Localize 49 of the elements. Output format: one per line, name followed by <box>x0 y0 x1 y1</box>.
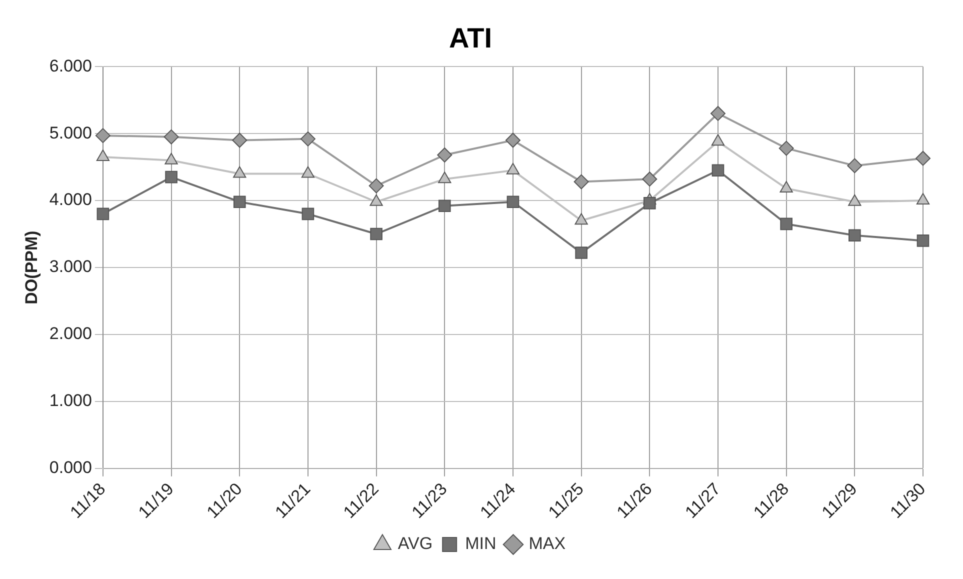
point <box>370 194 383 206</box>
point <box>96 208 110 220</box>
point <box>437 147 452 162</box>
point <box>574 174 589 190</box>
point <box>301 166 315 178</box>
point <box>642 172 658 187</box>
point <box>847 158 862 174</box>
y-tick-label: 4.000 <box>49 190 92 210</box>
point <box>165 170 178 184</box>
point <box>778 140 794 156</box>
y-axis-title: DO(PPM) <box>22 230 41 304</box>
point <box>438 200 451 212</box>
y-tick-label: 2.000 <box>49 324 92 344</box>
point <box>505 132 520 148</box>
point <box>916 150 930 166</box>
point <box>643 197 656 210</box>
point <box>780 218 792 230</box>
point <box>848 229 861 242</box>
y-tick-label: 6.000 <box>49 56 92 76</box>
y-tick-label: 3.000 <box>49 257 92 276</box>
point <box>710 106 726 121</box>
chart-title: ATI <box>448 22 492 54</box>
point <box>712 164 724 177</box>
legend-label: MIN <box>465 534 496 554</box>
point <box>506 162 520 174</box>
point <box>916 234 930 247</box>
point <box>575 246 588 259</box>
legend-label: AVG <box>398 534 433 554</box>
point <box>574 213 588 225</box>
point <box>164 152 178 164</box>
point <box>370 228 382 240</box>
point <box>96 150 110 161</box>
point <box>232 132 248 148</box>
point <box>233 196 246 208</box>
legend-label: MAX <box>528 534 566 554</box>
point <box>848 194 862 206</box>
point <box>302 208 314 220</box>
y-tick-label: 1.000 <box>49 391 92 410</box>
point <box>164 129 179 144</box>
point <box>368 178 384 194</box>
point <box>916 193 930 205</box>
point <box>438 172 452 184</box>
point <box>95 128 110 144</box>
point <box>711 134 725 146</box>
y-tick-label: 0.000 <box>49 458 92 478</box>
point <box>506 196 520 208</box>
point <box>300 131 316 146</box>
y-tick-label: 5.000 <box>49 123 92 142</box>
point <box>233 166 246 178</box>
